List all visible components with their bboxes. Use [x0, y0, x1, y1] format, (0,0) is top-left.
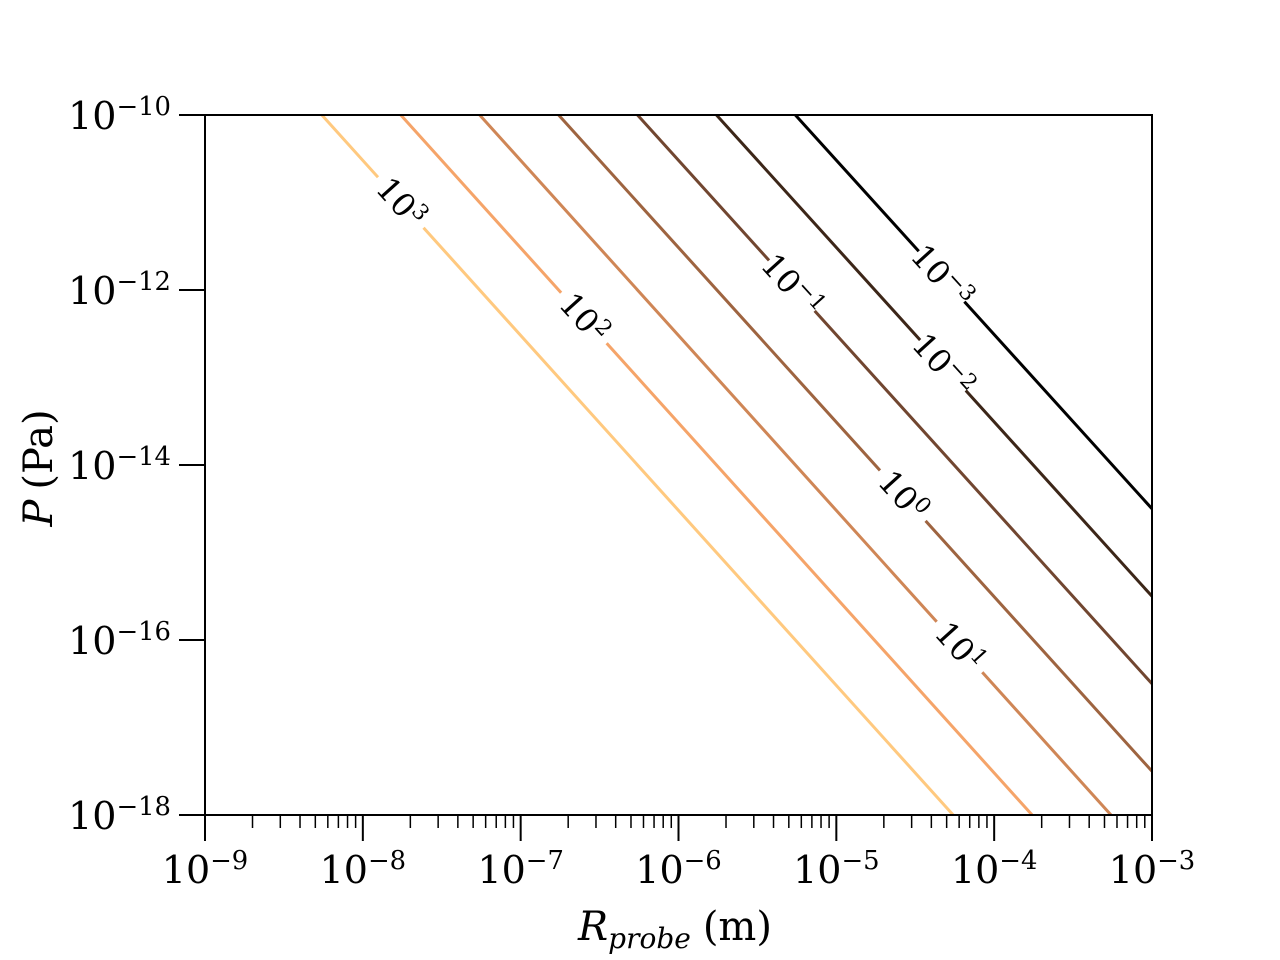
x-tick-label-base: 10 [320, 848, 368, 892]
y-axis-label: P(Pa) [16, 409, 62, 527]
contour-label-gap [902, 323, 984, 407]
x-tick-label-base: 10 [1109, 848, 1157, 892]
contour-line [320, 115, 955, 815]
x-tick-label-exponent: −4 [999, 846, 1037, 876]
x-tick-label: 10−8 [320, 846, 406, 892]
y-tick-label: 10−10 [68, 92, 171, 138]
contour-line [636, 115, 1152, 685]
y-tick-label: 10−16 [68, 617, 171, 663]
contour-label-gap [862, 454, 944, 537]
contour-line [557, 115, 1152, 773]
x-axis-label: Rprobe (m) [577, 904, 772, 955]
x-tick-label: 10−3 [1109, 846, 1195, 892]
y-tick-label: 10−18 [68, 792, 171, 838]
x-tick-label: 10−9 [162, 846, 248, 892]
x-tick-label: 10−7 [477, 846, 563, 892]
x-tick-label-exponent: −8 [368, 846, 406, 876]
contour-line [399, 115, 1034, 815]
contour-line [794, 115, 1152, 510]
x-tick-label-exponent: −5 [841, 846, 879, 876]
contour-label-gap [751, 244, 833, 327]
y-tick-label-exponent: −10 [116, 92, 171, 122]
contour-label-gap [900, 235, 983, 318]
y-tick-label-base: 10 [68, 794, 116, 838]
y-tick-label-base: 10 [68, 619, 116, 663]
x-tick-label-base: 10 [162, 848, 210, 892]
y-tick-label: 10−14 [68, 442, 171, 488]
y-tick-label: 10−12 [68, 267, 171, 313]
y-tick-label-base: 10 [68, 444, 116, 488]
y-tick-label-exponent: −14 [116, 442, 171, 472]
x-tick-label-base: 10 [477, 848, 525, 892]
y-tick-label-base: 10 [68, 269, 116, 313]
x-tick-label-exponent: −7 [526, 846, 564, 876]
contour-label-gap [918, 605, 1001, 689]
contour-label-gap [360, 161, 442, 244]
x-tick-label-base: 10 [951, 848, 999, 892]
x-tick-label-exponent: −6 [684, 846, 722, 876]
x-tick-label: 10−4 [951, 846, 1037, 892]
y-tick-label-exponent: −12 [116, 267, 171, 297]
x-tick-label: 10−6 [635, 846, 721, 892]
plot-frame [204, 114, 1153, 816]
x-tick-label-exponent: −9 [210, 846, 248, 876]
contours [320, 115, 1152, 815]
x-tick-label-exponent: −3 [1157, 846, 1195, 876]
contour-line [478, 115, 1113, 815]
x-tick-label-base: 10 [793, 848, 841, 892]
y-tick-label-exponent: −16 [116, 617, 171, 647]
y-tick-label-base: 10 [68, 94, 116, 138]
y-tick-label-exponent: −18 [116, 792, 171, 822]
contour-label-gap [543, 276, 625, 360]
x-tick-label-base: 10 [635, 848, 683, 892]
x-tick-label: 10−5 [793, 846, 879, 892]
